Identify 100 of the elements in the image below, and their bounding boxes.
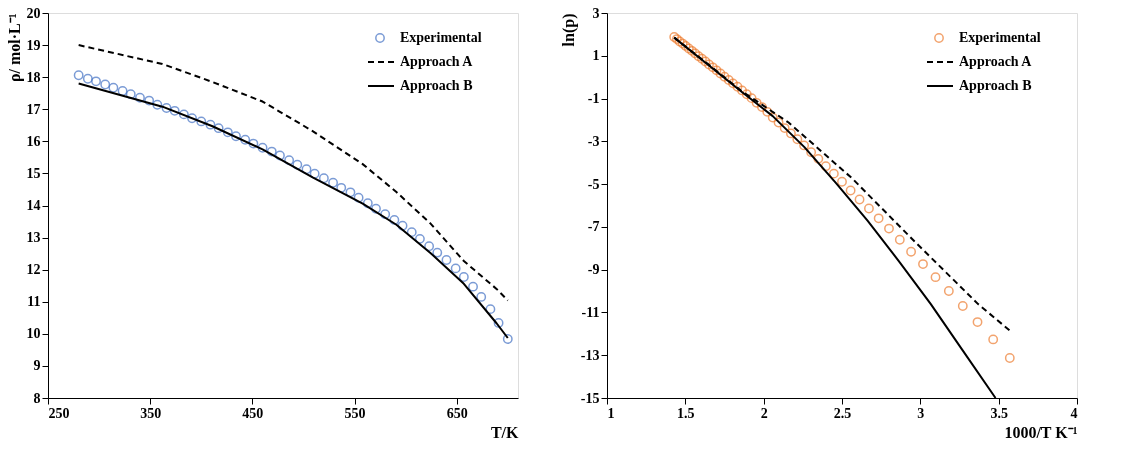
y-tick-label: 1 (592, 48, 600, 64)
point (196, 116, 207, 127)
point (169, 105, 180, 116)
point (732, 81, 743, 92)
x-tick-label: 450 (242, 405, 264, 421)
y-tick-label: 16 (26, 133, 41, 149)
point (741, 89, 752, 100)
point (930, 272, 941, 283)
y-tick-label: 15 (26, 165, 41, 181)
point (813, 153, 824, 164)
point (345, 187, 356, 198)
point (353, 192, 364, 203)
y-tick-label: -11 (581, 304, 600, 320)
point (845, 185, 856, 196)
point (864, 203, 874, 214)
point (397, 220, 408, 231)
x-axis-title: T/K (490, 423, 520, 441)
y-tick-label: -15 (580, 390, 600, 406)
point (746, 93, 757, 104)
point (711, 65, 722, 76)
point (441, 255, 452, 265)
point (424, 241, 435, 252)
point (757, 102, 767, 113)
y-axis-title: ln(p) (559, 13, 578, 47)
point (380, 209, 391, 220)
point (767, 112, 778, 123)
point (502, 334, 513, 344)
point (458, 272, 469, 282)
point (266, 146, 277, 157)
point (854, 194, 865, 205)
point (328, 177, 338, 188)
x-tick-label: 3 (917, 405, 925, 421)
point (82, 73, 93, 84)
point (884, 223, 894, 234)
point (751, 97, 762, 108)
point (144, 95, 155, 106)
x-axis-title: 1000/T K⁻¹ (1004, 423, 1078, 441)
point (773, 117, 784, 128)
x-tick-label: 2 (760, 405, 768, 421)
point (704, 59, 714, 70)
point (108, 82, 119, 93)
x-tick-label: 350 (140, 405, 162, 421)
point (779, 123, 790, 133)
point (723, 75, 734, 85)
y-tick-label: 10 (26, 326, 41, 342)
point (117, 86, 128, 96)
point (820, 161, 831, 172)
x-tick-label: 550 (344, 405, 366, 421)
point (336, 182, 347, 193)
point (792, 134, 803, 145)
point (785, 128, 796, 139)
point (91, 76, 101, 87)
point (450, 263, 461, 274)
y-tick-label: -7 (587, 219, 600, 235)
y-tick-label: 20 (26, 5, 41, 21)
point (828, 168, 839, 179)
x-tick-label: 3.5 (990, 405, 1008, 421)
point (318, 173, 329, 184)
y-tick-label: 9 (33, 358, 41, 374)
x-tick-label: 4 (1070, 405, 1078, 421)
point (837, 176, 847, 187)
point (135, 92, 145, 103)
point (205, 119, 216, 130)
y-tick-label: 17 (26, 101, 41, 117)
point (988, 334, 999, 345)
point (152, 99, 163, 110)
point (125, 89, 136, 100)
point (284, 155, 295, 166)
point (213, 123, 224, 134)
point (972, 317, 983, 327)
x-tick-label: 250 (48, 405, 70, 421)
point (275, 150, 285, 161)
line-series (77, 82, 509, 339)
x-tick-label: 650 (446, 405, 468, 421)
point (161, 103, 172, 113)
point (414, 233, 425, 244)
y-tick-label: -3 (587, 133, 600, 149)
point (389, 215, 400, 225)
point (715, 68, 726, 79)
point (231, 131, 241, 142)
x-tick-label: 1 (607, 405, 615, 421)
point (257, 142, 268, 153)
y-tick-label: -9 (587, 262, 600, 278)
point (799, 140, 810, 151)
point (73, 70, 84, 81)
legend-label: Experimental (400, 30, 482, 45)
legend-label: Experimental (959, 30, 1041, 45)
point (719, 71, 730, 82)
y-tick-label: -5 (587, 176, 600, 192)
point (918, 259, 928, 270)
y-tick-label: 12 (26, 262, 41, 278)
y-tick-label: -13 (580, 347, 600, 363)
point (406, 227, 417, 238)
point (485, 304, 496, 315)
point (894, 234, 905, 245)
point (240, 134, 251, 145)
point (737, 85, 747, 96)
line-series (77, 44, 509, 302)
y-tick-label: 11 (27, 294, 41, 310)
legend-label: Approach B (959, 78, 1032, 93)
